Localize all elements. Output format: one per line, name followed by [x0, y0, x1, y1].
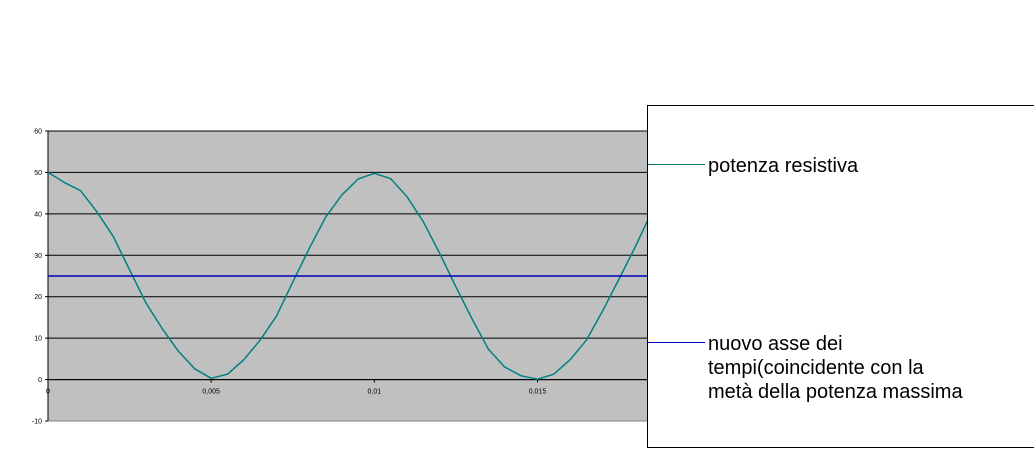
x-tick-label: 0,01	[368, 389, 382, 396]
series-line-1	[47, 171, 669, 380]
series-lines	[47, 171, 669, 380]
y-tick-label: 20	[34, 294, 42, 301]
tick-labels: 60 50 40 30 20 10 0 -10 0 0,005 0,01 0,015	[32, 129, 546, 426]
x-tick-label: 0,015	[529, 389, 547, 396]
legend-item-nuovo-asse: nuovo asse dei tempi(coincidente con la …	[648, 332, 963, 404]
legend: potenza resistiva nuovo asse dei tempi(c…	[647, 105, 1034, 448]
legend-label: potenza resistiva	[708, 155, 859, 177]
y-tick-label: 60	[34, 129, 42, 136]
y-tick-label: 40	[34, 211, 42, 218]
y-tick-label: 50	[34, 170, 42, 177]
y-tick-label: 10	[34, 336, 42, 343]
legend-label: nuovo asse dei tempi(coincidente con la …	[708, 333, 963, 403]
legend-item-potenza-resistiva: potenza resistiva	[648, 154, 858, 178]
axes	[45, 130, 668, 422]
y-tick-label: 30	[34, 253, 42, 260]
y-tick-label: -10	[32, 419, 42, 426]
y-tick-label: 0	[38, 377, 42, 384]
legend-swatch	[648, 342, 705, 343]
x-tick-label: 0,005	[202, 389, 220, 396]
legend-swatch	[648, 164, 705, 165]
x-tick-label: 0	[46, 389, 50, 396]
